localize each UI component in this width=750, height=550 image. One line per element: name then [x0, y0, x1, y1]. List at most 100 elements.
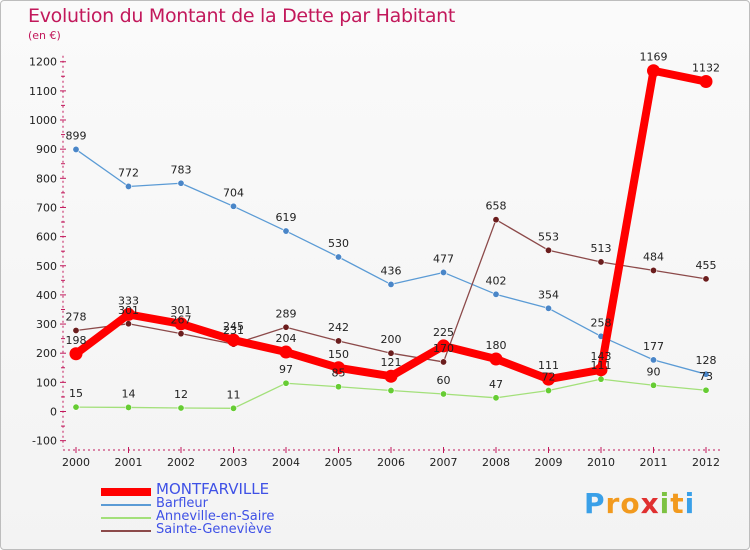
logo-letter: P: [584, 487, 606, 520]
data-label-anneville-en-saire: 15: [69, 387, 83, 400]
y-tick-label: 1000: [29, 114, 57, 127]
data-label-sainte-genevi-ve: 455: [696, 259, 717, 272]
data-label-sainte-genevi-ve: 289: [276, 307, 297, 320]
data-point-montfarville: [69, 347, 83, 361]
data-point-barfleur: [282, 227, 290, 235]
x-tick-label: 2001: [115, 456, 143, 469]
data-point-barfleur: [125, 182, 133, 190]
data-point-montfarville: [699, 75, 713, 89]
data-label-montfarville: 301: [171, 304, 192, 317]
data-point-anneville-en-saire: [125, 403, 133, 411]
data-point-montfarville: [647, 64, 660, 78]
data-label-montfarville: 1169: [640, 51, 668, 64]
x-tick-label: 2011: [640, 456, 668, 469]
data-point-sainte-genevi-ve: [334, 337, 342, 345]
y-tick-label: 900: [36, 143, 57, 156]
legend-label: MONTFARVILLE: [156, 480, 270, 498]
y-tick-label: 600: [36, 231, 57, 244]
data-point-sainte-genevi-ve: [282, 323, 290, 331]
logo-letter: o: [620, 487, 641, 520]
legend-swatch: [101, 530, 151, 532]
data-label-barfleur: 258: [591, 316, 612, 329]
y-tick-label: 400: [36, 289, 57, 302]
data-point-montfarville: [279, 345, 293, 359]
data-label-sainte-genevi-ve: 513: [591, 242, 612, 255]
y-tick-label: -100: [32, 435, 57, 448]
data-label-anneville-en-saire: 90: [647, 365, 661, 378]
legend-label: Barfleur: [156, 496, 208, 511]
data-label-montfarville: 225: [433, 326, 454, 339]
data-label-anneville-en-saire: 60: [437, 374, 451, 387]
data-label-sainte-genevi-ve: 231: [223, 324, 244, 337]
data-point-sainte-genevi-ve: [439, 358, 447, 366]
data-point-barfleur: [230, 202, 238, 210]
data-point-anneville-en-saire: [334, 383, 342, 391]
data-point-anneville-en-saire: [649, 381, 657, 389]
x-tick-label: 2010: [587, 456, 615, 469]
logo-letter: i: [659, 487, 671, 520]
data-point-anneville-en-saire: [597, 375, 605, 383]
y-tick-label: 0: [50, 406, 57, 419]
data-label-barfleur: 704: [223, 186, 244, 199]
data-label-barfleur: 530: [328, 237, 349, 250]
data-label-barfleur: 177: [643, 340, 664, 353]
data-label-anneville-en-saire: 73: [699, 370, 713, 383]
data-point-barfleur: [439, 268, 447, 276]
data-point-montfarville: [489, 352, 503, 366]
logo-letter: r: [605, 487, 621, 520]
y-tick-label: 100: [36, 376, 57, 389]
data-point-anneville-en-saire: [177, 404, 185, 412]
y-tick-label: 200: [36, 347, 57, 360]
x-tick-label: 2009: [535, 456, 563, 469]
data-label-montfarville: 198: [66, 334, 87, 347]
data-point-sainte-genevi-ve: [649, 266, 657, 274]
data-label-barfleur: 619: [276, 211, 297, 224]
x-tick-label: 2008: [482, 456, 510, 469]
x-tick-label: 2000: [62, 456, 90, 469]
data-label-montfarville: 111: [538, 359, 559, 372]
data-point-montfarville: [122, 307, 135, 321]
y-axis-unit: (en €): [28, 29, 61, 42]
data-point-anneville-en-saire: [387, 387, 395, 395]
data-point-anneville-en-saire: [282, 379, 290, 387]
legend-swatch: [101, 504, 151, 506]
data-label-sainte-genevi-ve: 242: [328, 321, 349, 334]
data-label-barfleur: 899: [66, 129, 87, 142]
data-point-sainte-genevi-ve: [492, 216, 500, 224]
data-label-sainte-genevi-ve: 658: [486, 200, 507, 213]
legend-label: Anneville-en-Saire: [156, 509, 275, 524]
data-label-anneville-en-saire: 72: [542, 371, 556, 384]
chart-title: Evolution du Montant de la Dette par Hab…: [28, 5, 456, 27]
data-label-barfleur: 436: [381, 264, 402, 277]
data-label-montfarville: 180: [486, 339, 507, 352]
data-point-barfleur: [72, 145, 80, 153]
x-tick-label: 2004: [272, 456, 300, 469]
logo-letter: i: [684, 487, 696, 520]
legend-label: Sainte-Geneviève: [156, 522, 272, 537]
data-label-sainte-genevi-ve: 267: [171, 314, 192, 327]
data-label-barfleur: 354: [538, 288, 559, 301]
y-tick-label: 700: [36, 201, 57, 214]
data-label-anneville-en-saire: 85: [332, 367, 346, 380]
data-point-montfarville: [332, 361, 345, 375]
data-point-anneville-en-saire: [544, 387, 552, 395]
proxiti-logo: Proxiti: [584, 487, 695, 520]
data-point-montfarville: [437, 339, 450, 353]
x-tick-label: 2002: [167, 456, 195, 469]
data-label-barfleur: 402: [486, 274, 507, 287]
data-point-sainte-genevi-ve: [125, 320, 133, 328]
data-label-sainte-genevi-ve: 278: [66, 310, 87, 323]
data-label-montfarville: 204: [276, 332, 297, 345]
data-label-barfleur: 783: [171, 163, 192, 176]
data-point-anneville-en-saire: [72, 403, 80, 411]
data-label-barfleur: 128: [696, 354, 717, 367]
data-label-montfarville: 245: [223, 320, 244, 333]
y-tick-label: 1200: [29, 56, 57, 69]
data-point-sainte-genevi-ve: [597, 258, 605, 266]
data-point-barfleur: [544, 304, 552, 312]
data-label-montfarville: 1132: [692, 62, 720, 75]
legend-swatch: [101, 488, 151, 496]
data-label-montfarville: 333: [118, 294, 139, 307]
data-point-barfleur: [177, 179, 185, 187]
